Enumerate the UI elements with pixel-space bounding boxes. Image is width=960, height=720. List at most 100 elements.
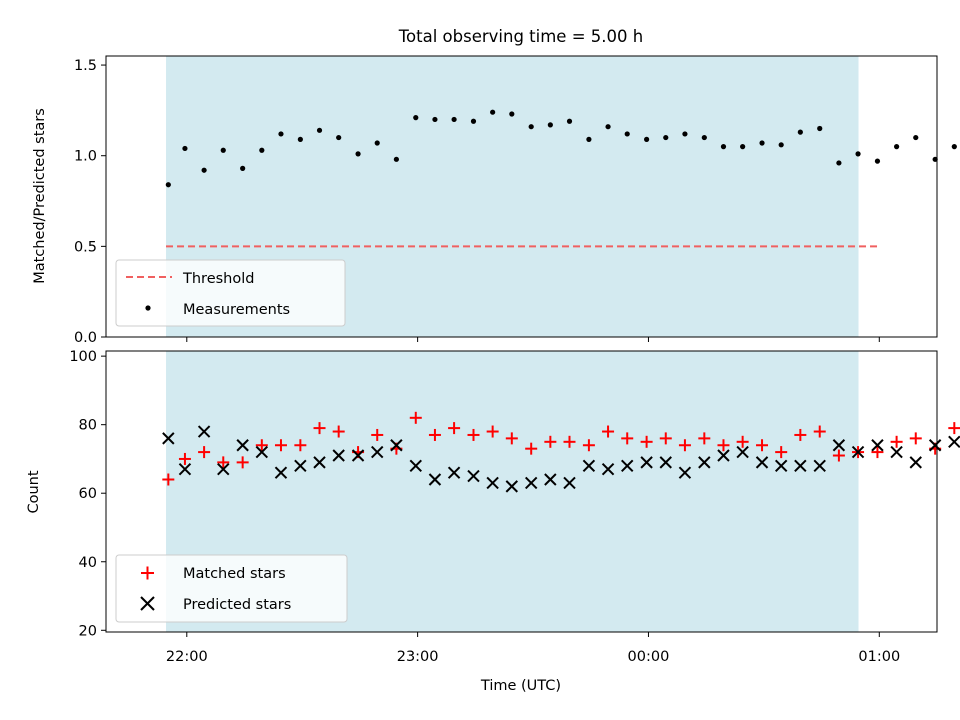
predicted-star-point bbox=[197, 425, 211, 438]
measurement-point bbox=[297, 136, 303, 142]
predicted-star-point bbox=[582, 459, 596, 473]
predicted-star-point bbox=[794, 459, 807, 473]
predicted-star-point bbox=[274, 466, 288, 479]
predicted-star-point bbox=[678, 466, 692, 479]
matched-star-point bbox=[294, 439, 307, 452]
matched-stars-legend-label: Matched stars bbox=[183, 566, 286, 582]
matched-star-point bbox=[544, 435, 557, 448]
predicted-star-point bbox=[813, 459, 826, 473]
matched-star-point bbox=[409, 411, 422, 424]
bottom-y-tick-label: 60 bbox=[79, 486, 97, 502]
measurement-point bbox=[797, 129, 803, 135]
predicted-star-point bbox=[217, 463, 230, 476]
matched-star-point bbox=[428, 428, 441, 441]
measurement-point bbox=[259, 147, 265, 153]
matched-star-point bbox=[582, 439, 595, 452]
bottom-y-axis-label: Count bbox=[26, 470, 42, 513]
measurement-point bbox=[240, 165, 246, 171]
matched-star-point bbox=[794, 428, 807, 441]
matched-star-point bbox=[217, 456, 230, 469]
predicted-stars-legend-swatch bbox=[140, 596, 155, 611]
predicted-star-point bbox=[332, 449, 345, 462]
bottom-y-tick-label: 80 bbox=[79, 418, 97, 434]
predicted-star-point bbox=[178, 463, 192, 476]
x-tick-label: 23:00 bbox=[397, 649, 439, 665]
bottom-legend: Matched stars Predicted stars bbox=[115, 554, 348, 623]
measurement-point bbox=[316, 127, 323, 133]
measurement-point bbox=[663, 134, 669, 141]
bottom-legend-box bbox=[115, 554, 348, 623]
bottom-y-tick-label: 20 bbox=[79, 623, 97, 639]
predicted-star-point bbox=[294, 459, 307, 473]
predicted-star-point bbox=[871, 439, 884, 452]
predicted-star-point bbox=[774, 459, 788, 473]
bottom-y-tick-label: 40 bbox=[79, 555, 97, 571]
predicted-star-point bbox=[505, 480, 519, 493]
predicted-star-point bbox=[390, 439, 403, 452]
measurement-point bbox=[566, 118, 573, 124]
matched-star-point bbox=[255, 439, 268, 452]
top-x-axis-ticks bbox=[186, 337, 880, 342]
measurement-point bbox=[547, 122, 553, 128]
matched-star-point bbox=[640, 435, 653, 448]
measurement-point bbox=[624, 131, 630, 137]
measurement-point bbox=[586, 136, 592, 142]
matched-star-point bbox=[332, 425, 345, 438]
predicted-star-point bbox=[563, 476, 576, 490]
matched-star-point bbox=[274, 439, 287, 452]
matched-star-point bbox=[162, 473, 175, 486]
count-points bbox=[162, 411, 960, 493]
top-y-tick-label: 1.0 bbox=[74, 149, 97, 165]
measurement-point bbox=[336, 134, 342, 141]
measurement-point bbox=[355, 151, 361, 157]
measurement-point bbox=[182, 145, 188, 152]
bottom-plot-frame bbox=[105, 350, 938, 633]
measurement-point bbox=[720, 144, 727, 150]
measurement-point bbox=[855, 151, 861, 157]
measurement-point bbox=[432, 116, 438, 123]
x-axis-label: Time (UTC) bbox=[480, 678, 561, 694]
predicted-star-point bbox=[428, 473, 442, 486]
matched-star-point bbox=[505, 432, 518, 445]
top-y-axis-ticks: 0.0 0.5 1.0 1.5 bbox=[74, 58, 106, 346]
matched-star-point bbox=[448, 422, 461, 435]
measurement-point bbox=[740, 144, 746, 150]
predicted-star-point bbox=[601, 463, 615, 476]
measurement-point bbox=[874, 158, 881, 164]
measurement-point bbox=[278, 131, 284, 137]
measurements-points bbox=[165, 109, 957, 188]
measurement-point bbox=[509, 111, 515, 117]
matched-star-point bbox=[525, 442, 538, 455]
matched-star-point bbox=[659, 432, 672, 445]
matched-star-point bbox=[832, 449, 845, 462]
measurement-point bbox=[165, 182, 171, 188]
measurements-legend-swatch bbox=[145, 305, 151, 311]
measurement-point bbox=[932, 156, 938, 162]
measurement-point bbox=[644, 136, 650, 142]
measurement-point bbox=[393, 156, 399, 162]
predicted-star-point bbox=[409, 459, 422, 473]
matched-star-point bbox=[486, 425, 499, 438]
matched-star-point bbox=[371, 428, 384, 441]
measurement-point bbox=[201, 167, 207, 173]
measurement-point bbox=[894, 144, 900, 150]
predicted-star-point bbox=[255, 445, 269, 459]
predicted-star-point bbox=[447, 466, 461, 479]
predicted-star-point bbox=[313, 456, 326, 469]
predicted-star-point bbox=[524, 476, 538, 490]
chart-title: Total observing time = 5.00 h bbox=[398, 27, 643, 46]
predicted-star-point bbox=[698, 456, 711, 469]
predicted-star-point bbox=[486, 476, 499, 490]
measurement-point bbox=[413, 115, 419, 121]
x-tick-label: 00:00 bbox=[628, 649, 670, 665]
matched-star-point bbox=[890, 435, 903, 448]
matched-star-point bbox=[178, 452, 191, 465]
measurement-point bbox=[220, 147, 226, 153]
measurement-point bbox=[836, 160, 842, 166]
top-y-tick-label: 1.5 bbox=[74, 58, 97, 74]
matched-star-point bbox=[678, 439, 691, 452]
top-panel: 0.0 0.5 1.0 1.5 Matched/Predicted stars Thr… bbox=[32, 55, 957, 346]
